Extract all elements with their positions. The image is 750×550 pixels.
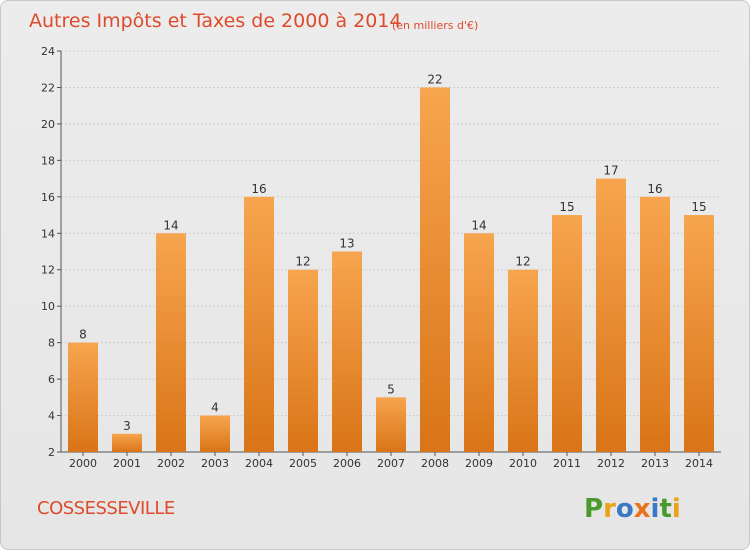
bar [420,87,450,453]
y-tick-label: 12 [41,264,55,277]
y-tick-label: 8 [48,337,55,350]
x-tick-label: 2007 [377,457,405,470]
data-label: 12 [515,255,530,269]
x-tick-label: 2014 [685,457,713,470]
bar [552,215,582,452]
data-label: 16 [251,182,266,196]
bar [684,215,714,452]
bars [68,87,714,453]
y-tick-label: 22 [41,81,55,94]
proxiti-logo: Proxiti [584,494,681,524]
x-tick-label: 2012 [597,457,625,470]
bar [156,233,186,452]
data-label: 12 [295,255,310,269]
y-tick-label: 2 [48,446,55,459]
bar [68,342,98,452]
bar [376,397,406,452]
y-tick-label: 6 [48,373,55,386]
data-label: 15 [691,200,706,214]
data-label: 17 [603,164,618,178]
data-label: 13 [339,237,354,251]
data-label: 22 [427,72,442,86]
bar [508,269,538,452]
x-tick-label: 2005 [289,457,317,470]
x-tick-label: 2010 [509,457,537,470]
x-axis-ticks: 2000 2001 2002 2003 2004 2005 2006 2007 2008 2009… [69,452,713,470]
y-tick-label: 14 [41,227,55,240]
bar [332,251,362,452]
data-label: 14 [471,218,486,232]
x-tick-label: 2009 [465,457,493,470]
x-tick-label: 2004 [245,457,273,470]
chart-subtitle: (en milliers d'€) [392,19,478,32]
y-tick-label: 16 [41,191,55,204]
x-tick-label: 2002 [157,457,185,470]
bar [596,178,626,452]
bar [288,269,318,452]
data-label: 8 [79,328,87,342]
bar [112,433,142,452]
x-tick-label: 2003 [201,457,229,470]
town-name: COSSESSEVILLE [37,498,175,519]
data-label: 3 [123,419,131,433]
data-label: 15 [559,200,574,214]
chart-title: Autres Impôts et Taxes de 2000 à 2014 [29,10,402,32]
y-tick-label: 10 [41,300,55,313]
bar [244,196,274,452]
y-tick-label: 4 [48,410,55,423]
y-tick-label: 24 [41,45,55,58]
x-tick-label: 2011 [553,457,581,470]
y-tick-label: 20 [41,118,55,131]
data-label: 14 [163,218,178,232]
x-tick-label: 2000 [69,457,97,470]
x-tick-label: 2013 [641,457,669,470]
bar [640,196,670,452]
data-label: 4 [211,401,219,415]
x-tick-label: 2008 [421,457,449,470]
bar [464,233,494,452]
data-label: 16 [647,182,662,196]
y-tick-label: 18 [41,154,55,167]
x-tick-label: 2001 [113,457,141,470]
data-labels: 8 3 14 4 16 12 13 5 22 14 12 15 17 16 15 [79,72,706,432]
bar [200,415,230,452]
data-label: 5 [387,382,395,396]
x-tick-label: 2006 [333,457,361,470]
